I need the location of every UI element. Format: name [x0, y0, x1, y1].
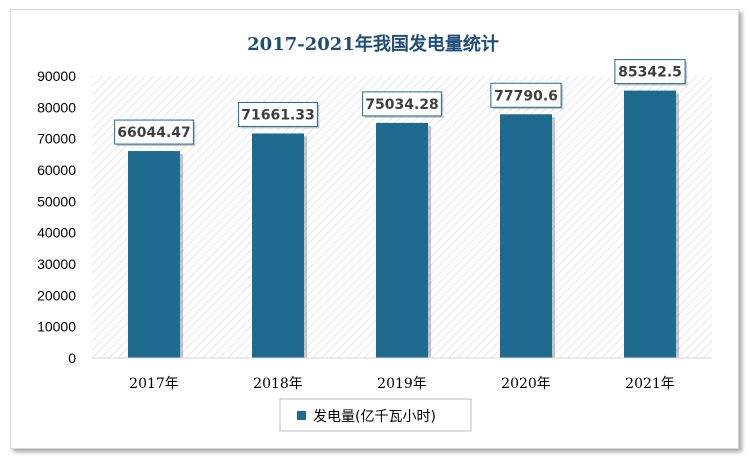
legend-box — [279, 398, 472, 432]
data-label: 71661.33 — [241, 107, 315, 123]
y-tick-label: 10000 — [37, 319, 76, 335]
bars: 66044.47 71661.33 75034.28 77790.6 85342.5 — [114, 59, 688, 359]
x-axis: 2017年 2018年 2019年 2020年 2021年 — [92, 357, 712, 392]
legend: 发电量(亿千瓦小时) — [279, 398, 472, 432]
y-tick-label: 20000 — [37, 287, 76, 303]
data-label-box — [114, 119, 194, 145]
data-label-box — [490, 82, 562, 108]
bar — [128, 151, 180, 358]
y-tick-label: 90000 — [37, 68, 76, 84]
y-tick-label: 70000 — [37, 131, 76, 147]
y-tick-label: 50000 — [37, 193, 76, 209]
bar — [252, 133, 304, 358]
legend-swatch — [297, 411, 306, 420]
y-tick-label: 0 — [68, 350, 76, 366]
data-label: 75034.28 — [365, 97, 439, 113]
y-tick-label: 80000 — [37, 99, 76, 115]
data-label: 66044.47 — [117, 125, 191, 141]
x-tick-label: 2021年 — [625, 376, 675, 392]
y-tick-label: 60000 — [37, 162, 76, 178]
y-tick-label: 30000 — [37, 256, 76, 272]
x-tick-label: 2017年 — [129, 376, 179, 392]
bar — [376, 122, 428, 359]
legend-label: 发电量(亿千瓦小时) — [313, 409, 436, 425]
data-label: 77790.6 — [494, 88, 558, 104]
data-label-box — [614, 59, 686, 85]
x-tick-label: 2020年 — [501, 376, 551, 392]
y-axis: 0 10000 20000 30000 40000 50000 60000 70000 8000… — [37, 68, 76, 366]
data-label-box — [238, 101, 318, 127]
x-tick-label: 2018年 — [253, 376, 303, 392]
chart-title: 2017-2021年我国发电量统计 — [247, 33, 499, 55]
x-tick-label: 2019年 — [377, 376, 427, 392]
data-label: 85342.5 — [618, 65, 682, 81]
y-tick-label: 40000 — [37, 225, 76, 241]
data-label-box — [362, 91, 442, 117]
bar — [624, 90, 676, 358]
bar — [500, 114, 552, 358]
